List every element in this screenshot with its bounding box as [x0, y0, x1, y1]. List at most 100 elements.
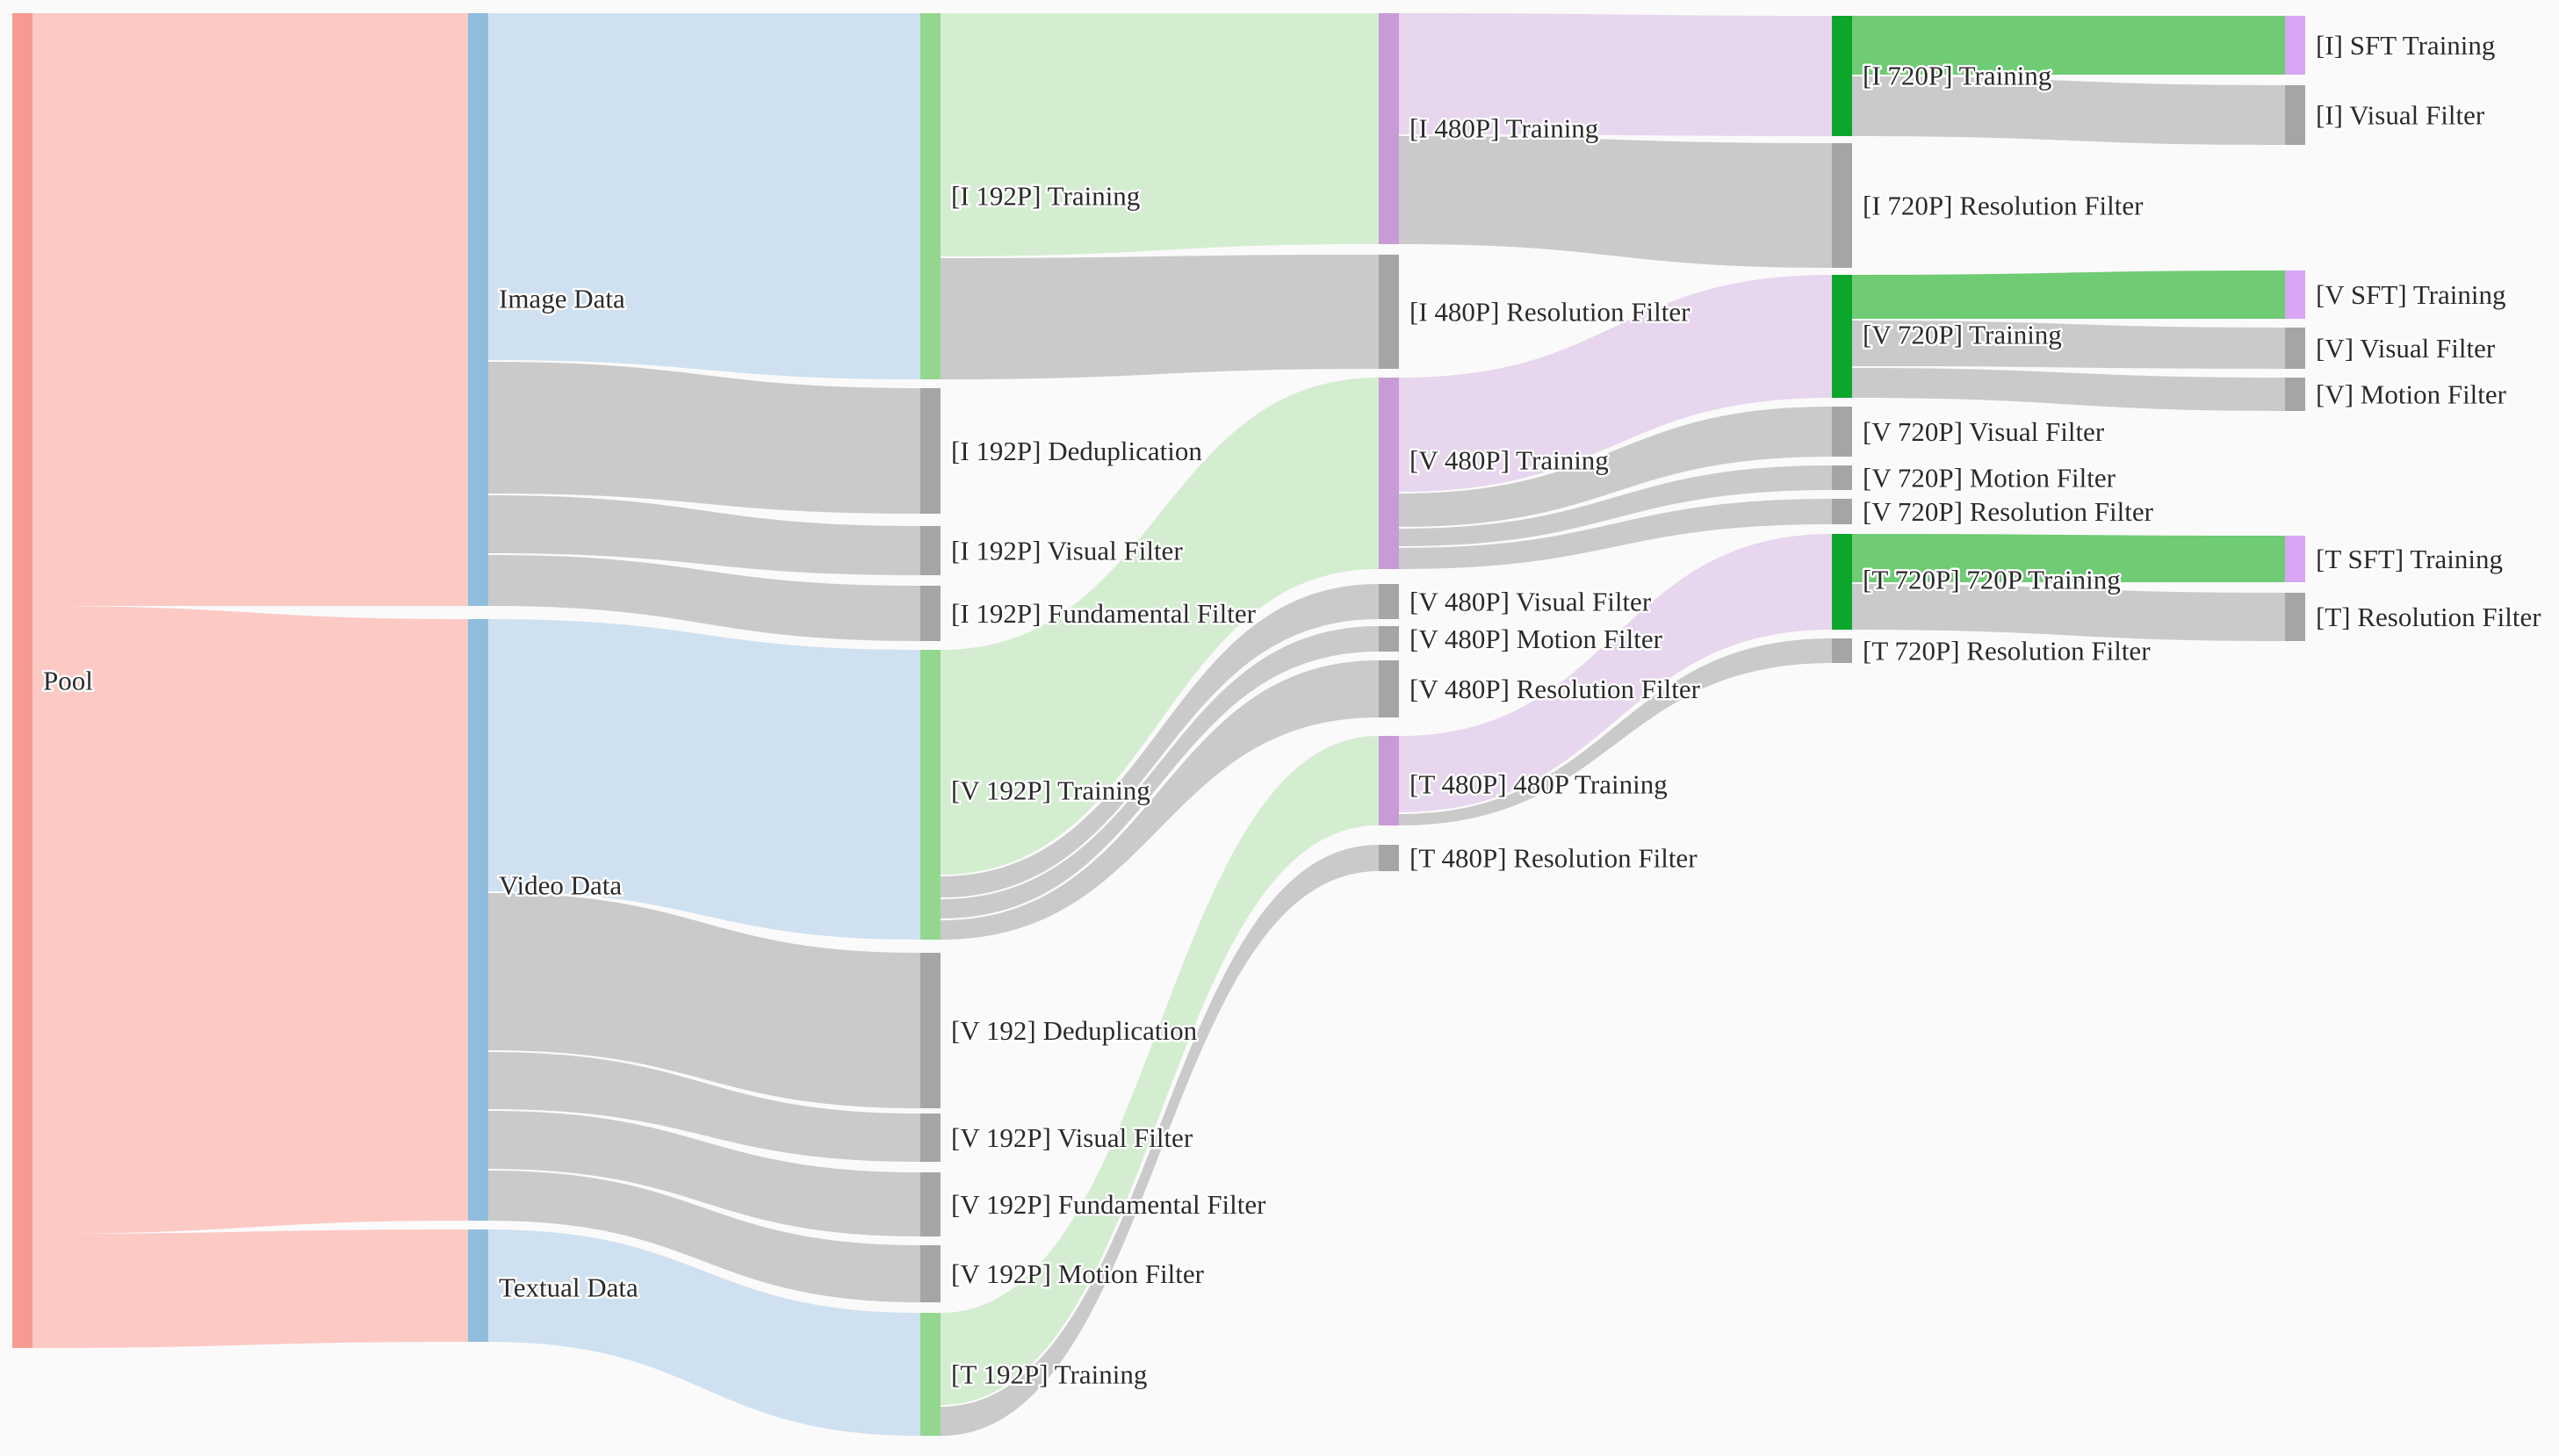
sankey-link-image_data-i192_visual	[488, 495, 920, 575]
sankey-link-v192_training-v480_visual	[941, 584, 1379, 897]
sankey-node-t_sft	[2285, 536, 2305, 582]
sankey-link-image_data-i192_fundamental	[488, 555, 920, 641]
sankey-link-pool-image_data	[32, 13, 468, 606]
sankey-node-v192_visual	[920, 1114, 941, 1162]
sankey-link-v192_training-v480_motion	[941, 626, 1379, 919]
sankey-node-label-v720_resolution: [V 720P] Resolution Filter	[1863, 496, 2154, 527]
sankey-link-t720_training-t_sft	[1852, 534, 2285, 582]
sankey-node-label-v720_visual: [V 720P] Visual Filter	[1863, 416, 2105, 447]
sankey-node-label-i720_resolution: [I 720P] Resolution Filter	[1863, 191, 2144, 221]
sankey-node-label-v480_training: [V 480P] Training	[1409, 445, 1609, 476]
sankey-link-i192_training-i480_training	[941, 13, 1379, 256]
sankey-node-label-v480_resolution: [V 480P] Resolution Filter	[1409, 674, 1701, 704]
sankey-node-t192_training	[920, 1313, 941, 1436]
sankey-node-i_visual	[2285, 85, 2305, 145]
sankey-link-image_data-i192_training	[488, 13, 920, 379]
sankey-node-label-t720_resolution: [T 720P] Resolution Filter	[1863, 636, 2151, 667]
sankey-link-video_data-v192_motion	[488, 1171, 920, 1302]
sankey-link-i720_training-i_sft	[1852, 16, 2285, 75]
sankey-node-label-pool: Pool	[43, 666, 93, 696]
sankey-node-v_motion	[2285, 378, 2305, 411]
sankey-link-v192_training-v480_training	[941, 378, 1379, 875]
sankey-node-pool	[12, 13, 32, 1348]
sankey-link-video_data-v192_fundamental	[488, 1111, 920, 1236]
sankey-node-video_data	[468, 619, 488, 1221]
sankey-node-label-t480_training: [T 480P] 480P Training	[1409, 769, 1668, 800]
sankey-node-label-v_visual: [V] Visual Filter	[2316, 333, 2496, 364]
sankey-node-label-v_motion: [V] Motion Filter	[2316, 379, 2507, 410]
sankey-node-label-i_sft: [I] SFT Training	[2316, 30, 2495, 61]
sankey-link-textual_data-t192_training	[488, 1229, 920, 1436]
sankey-link-v480_training-v720_motion	[1399, 465, 1832, 546]
sankey-link-v480_training-v720_training	[1399, 275, 1832, 492]
sankey-node-t480_resolution	[1379, 845, 1399, 871]
sankey-link-i720_training-i_visual	[1852, 76, 2285, 145]
sankey-link-v720_training-v_visual	[1852, 321, 2285, 369]
sankey-node-v192_motion	[920, 1245, 941, 1302]
sankey-link-t192_training-t480_training	[941, 736, 1379, 1405]
sankey-node-v720_motion	[1832, 465, 1852, 490]
sankey-node-t720_training	[1832, 534, 1852, 630]
sankey-node-label-t192_training: [T 192P] Training	[951, 1359, 1147, 1390]
sankey-node-v_visual	[2285, 328, 2305, 369]
sankey-node-v480_resolution	[1379, 660, 1399, 717]
sankey-node-label-i_visual: [I] Visual Filter	[2316, 100, 2485, 131]
sankey-node-i_sft	[2285, 16, 2305, 75]
sankey-node-i192_fundamental	[920, 586, 941, 641]
sankey-node-v480_motion	[1379, 626, 1399, 652]
sankey-node-i192_dedup	[920, 388, 941, 514]
sankey-node-v_sft	[2285, 270, 2305, 319]
sankey-link-i192_training-i480_resolution	[941, 255, 1379, 379]
sankey-node-v720_resolution	[1832, 499, 1852, 524]
sankey-link-video_data-v192_dedup	[488, 893, 920, 1108]
sankey-link-v480_training-v720_visual	[1399, 407, 1832, 527]
sankey-node-image_data	[468, 13, 488, 606]
sankey-node-label-t_resolution: [T] Resolution Filter	[2316, 602, 2541, 632]
sankey-node-v480_visual	[1379, 584, 1399, 619]
sankey-node-i192_visual	[920, 526, 941, 575]
sankey-node-label-v480_visual: [V 480P] Visual Filter	[1409, 587, 1652, 617]
sankey-node-i720_resolution	[1832, 143, 1852, 268]
sankey-link-v720_training-v_sft	[1852, 270, 2285, 319]
sankey-node-label-video_data: Video Data	[499, 870, 622, 901]
sankey-node-label-v720_motion: [V 720P] Motion Filter	[1863, 463, 2116, 494]
sankey-node-i480_training	[1379, 13, 1399, 244]
sankey-link-i480_training-i720_training	[1399, 13, 1832, 136]
sankey-node-label-i192_training: [I 192P] Training	[951, 181, 1140, 212]
sankey-node-label-v192_visual: [V 192P] Visual Filter	[951, 1122, 1193, 1153]
sankey-node-v192_training	[920, 650, 941, 940]
sankey-node-v720_visual	[1832, 407, 1852, 457]
sankey-link-video_data-v192_training	[488, 619, 920, 940]
sankey-node-label-v192_motion: [V 192P] Motion Filter	[951, 1258, 1205, 1289]
sankey-link-i480_training-i720_resolution	[1399, 136, 1832, 268]
sankey-node-label-t480_resolution: [T 480P] Resolution Filter	[1409, 843, 1698, 874]
sankey-node-label-i480_resolution: [I 480P] Resolution Filter	[1409, 297, 1690, 328]
sankey-node-label-v192_dedup: [V 192] Deduplication	[951, 1015, 1198, 1046]
sankey-node-label-v480_motion: [V 480P] Motion Filter	[1409, 623, 1663, 654]
sankey-node-i480_resolution	[1379, 255, 1399, 369]
sankey-node-textual_data	[468, 1229, 488, 1342]
sankey-node-t_resolution	[2285, 593, 2305, 641]
sankey-node-label-textual_data: Textual Data	[499, 1272, 638, 1303]
sankey-node-label-image_data: Image Data	[499, 284, 625, 314]
sankey-node-t720_resolution	[1832, 638, 1852, 663]
sankey-node-label-i192_fundamental: [I 192P] Fundamental Filter	[951, 598, 1257, 629]
sankey-node-label-t720_training: [T 720P] 720P Training	[1863, 565, 2121, 595]
sankey-link-pool-video_data	[32, 606, 468, 1234]
sankey-link-pool-textual_data	[32, 1229, 468, 1348]
sankey-node-label-v192_fundamental: [V 192P] Fundamental Filter	[951, 1189, 1266, 1220]
sankey-node-v720_training	[1832, 275, 1852, 398]
sankey-node-i192_training	[920, 13, 941, 379]
sankey-node-label-i480_training: [I 480P] Training	[1409, 113, 1598, 144]
sankey-node-label-i192_visual: [I 192P] Visual Filter	[951, 536, 1183, 566]
sankey-node-v192_dedup	[920, 953, 941, 1108]
sankey-link-t480_training-t720_resolution	[1399, 638, 1832, 825]
sankey-link-t720_training-t_resolution	[1852, 584, 2285, 641]
sankey-node-v480_training	[1379, 378, 1399, 569]
sankey-node-label-v720_training: [V 720P] Training	[1863, 320, 2062, 350]
sankey-link-v720_training-v_motion	[1852, 368, 2285, 411]
sankey-link-v192_training-v480_resolution	[941, 660, 1379, 940]
sankey-link-video_data-v192_visual	[488, 1052, 920, 1162]
sankey-node-i720_training	[1832, 16, 1852, 136]
